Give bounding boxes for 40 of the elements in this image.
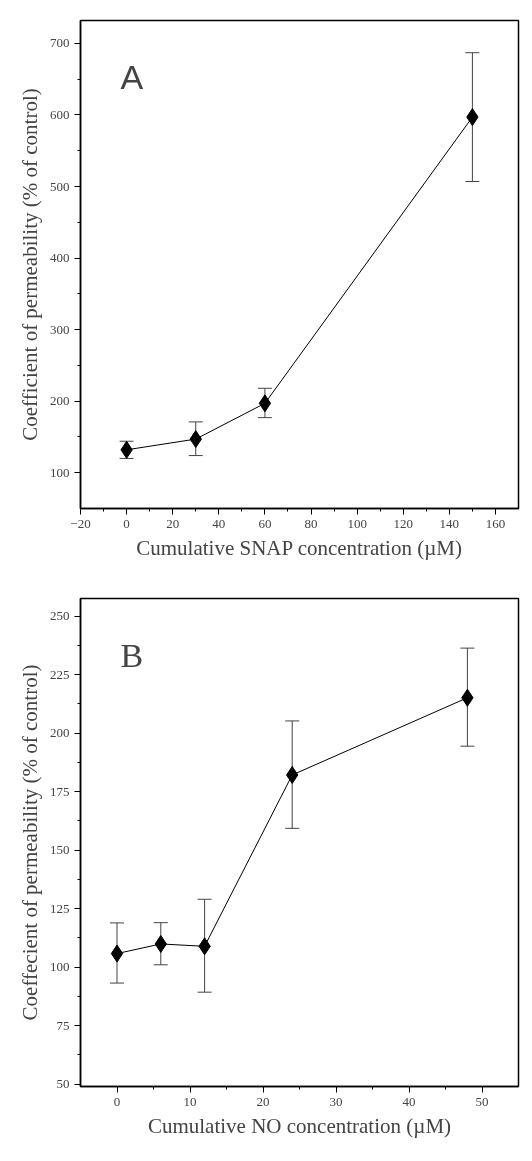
y-tick-label: 125 [50,900,70,916]
y-tick-label: 700 [50,35,70,51]
y-axis-title: Coeffecient of permeability (% of control) [18,664,42,1021]
x-tick-label: 60 [258,515,272,531]
y-tick-label: 225 [50,666,70,682]
y-tick-label: 200 [50,725,70,741]
annotation: A [120,57,144,96]
x-tick-label: 100 [347,515,367,531]
x-tick-label: 40 [212,515,226,531]
y-tick-label: 400 [50,250,70,266]
x-tick-label: 20 [256,1093,270,1109]
x-axis-title: Cumulative SNAP concentration (µM) [136,535,462,560]
x-tick-label: 50 [475,1093,489,1109]
point [110,944,124,963]
y-axis-title: Coefficient of permeability (% of control) [18,88,42,441]
x-tick-label: 0 [113,1093,121,1109]
y-tick-label: 50 [56,1076,70,1092]
x-tick-label: 30 [329,1093,343,1109]
x-tick-label: 10 [183,1093,197,1109]
x-tick-label: 160 [485,515,506,531]
y-tick-label: 100 [50,959,70,975]
y-tick-label: 250 [50,608,70,624]
y-tick-label: 300 [50,321,70,337]
y-tick-label: 75 [56,1017,70,1033]
x-tick-label: 0 [123,515,130,531]
x-tick-label: −20 [70,515,91,531]
x-tick-label: 20 [166,515,180,531]
y-tick-label: 500 [50,178,70,194]
point [258,394,272,413]
x-tick-label: 140 [439,515,460,531]
y-tick-label: 150 [50,842,70,858]
y-tick-label: 200 [50,393,70,409]
x-tick-label: 120 [393,515,413,531]
x-tick-label: 40 [402,1093,416,1109]
y-tick-label: 100 [50,464,70,480]
x-tick-label: 80 [304,515,318,531]
y-tick-label: 600 [50,106,70,122]
x-axis-title: Cumulative NO concentration (µM) [147,1113,452,1138]
y-tick-label: 175 [50,783,70,799]
annotation: B [120,636,144,674]
